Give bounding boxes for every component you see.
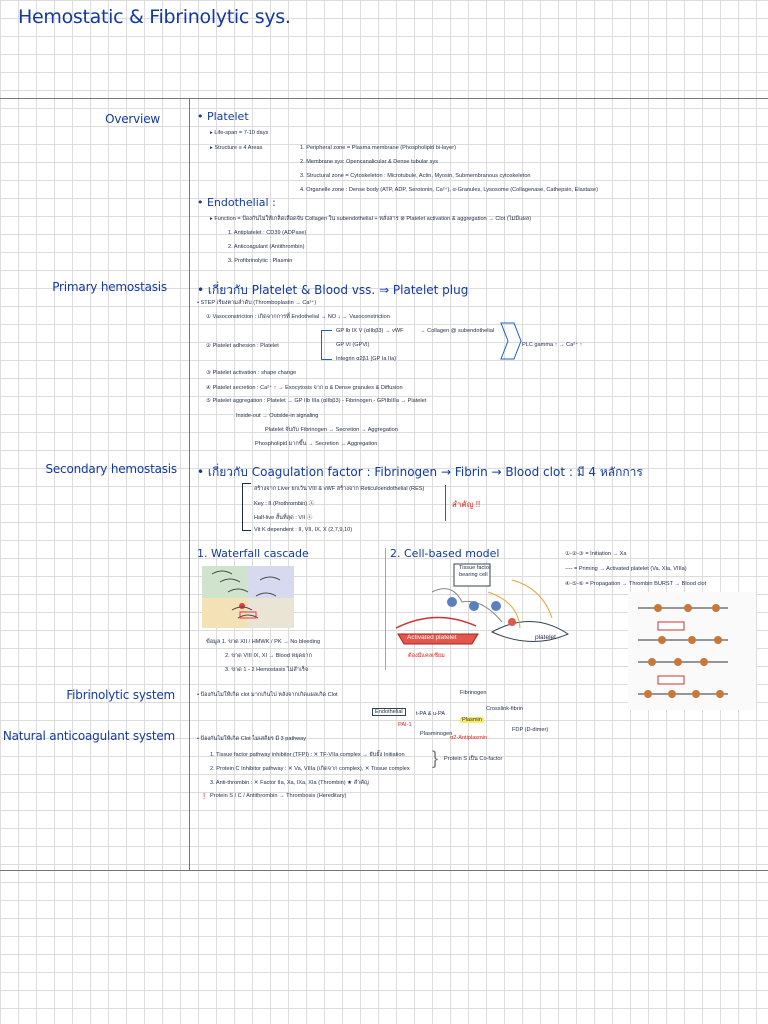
tissue-factor-cell: Tissue factor bearing cell — [459, 565, 491, 578]
section-overview: Overview — [105, 112, 160, 126]
section-natural: Natural anticoagulant system — [2, 729, 175, 743]
cell-based-diagram — [395, 563, 570, 645]
natural-item-1: 1. Tissue factor pathway inhibitor (TFPI… — [210, 752, 405, 758]
chevron-arrow-icon — [500, 322, 522, 360]
waterfall-note-3: 3. ขาด 1 - 2 Hemostasis ไม่สำเร็จ — [225, 667, 309, 673]
platelet-heading: • Platelet — [197, 110, 249, 123]
footer-divider — [0, 870, 768, 871]
coagulation-figure — [628, 592, 756, 710]
plc-gamma: PLC gamma ↑ → Ca²⁺ ↑ — [522, 342, 583, 348]
phospholipid-note: Phospholipid มากขึ้น → Secretion → Aggre… — [255, 441, 378, 447]
natural-item-3: 3. Anti-thrombin : ✕ Factor IIa, Xa, IXa… — [210, 780, 369, 786]
fib-tpa: t-PA & u-PA — [416, 711, 446, 717]
fib-pai: PAI-1 — [398, 722, 412, 728]
platelet-lifespan: ▸ Life-span = 7-10 days — [210, 130, 269, 136]
fib-fibrinogen: Fibrinogen — [460, 690, 487, 696]
platelet-fibrinogen: Platelet จับกับ Fibrinogen → Secretion →… — [265, 427, 398, 433]
adhesion-bracket — [321, 330, 332, 360]
natural-line: • ป้องกันไม่ให้เกิด Clot ไม่เสถียร มี 3 … — [197, 736, 307, 742]
section-primary: Primary hemostasis — [52, 280, 167, 294]
secondary-item-2: Key : II (Prothrombin) ⓢ — [254, 501, 315, 507]
waterfall-note-2: 2. ขาด VIII IX, XI → Blood หยุดยาก — [225, 653, 312, 659]
endo-item-3: 3. Profibrinolytic : Plasmin — [228, 258, 293, 264]
primary-step-3: ③ Platelet activation : shape change — [206, 370, 297, 376]
waterfall-note-1: ข้อมูล 1. ขาด XII / HMWK / PK → No bleed… — [206, 639, 321, 645]
section-secondary: Secondary hemostasis — [45, 462, 177, 476]
red-bracket — [445, 485, 446, 521]
cb-red-note: ต้องมีแคลเซียม — [408, 653, 445, 659]
adhesion-branch-3: Integrin α2β1 (GP Ia IIa) — [336, 356, 397, 362]
cellbased-heading: 2. Cell-based model — [390, 547, 500, 560]
model-divider — [385, 548, 386, 670]
secondary-bracket — [242, 483, 251, 531]
fib-plasmin: Plasmin — [460, 717, 484, 723]
inside-out-signaling: Inside-out → Outside-in signaling — [236, 413, 319, 419]
adhesion-branch-1: GP Ib IX V (αIIbβ3) → vWF — [336, 328, 404, 334]
area-4: 4. Organelle zone : Dense body (ATP, ADP… — [300, 187, 598, 193]
area-2: 2. Membrane sys: Opencanalicular & Dense… — [300, 159, 439, 165]
primary-step-4: ④ Platelet secretion : Ca²⁺ ↑ → Exocytos… — [206, 385, 403, 391]
brace-icon: } — [432, 748, 439, 768]
natural-item-2: 2. Protein C Inhibitor pathway : ✕ Va, V… — [210, 766, 410, 772]
page-title: Hemostatic & Fibrinolytic sys. — [18, 6, 291, 28]
fibrinolytic-line: • ป้องกันไม่ให้เกิด clot มากเกินไป หลังจ… — [197, 692, 338, 698]
warning-icon: ! — [203, 792, 206, 801]
endo-item-1: 1. Antiplatelet : CD39 (ADPase) — [228, 230, 307, 236]
activated-platelet-label: Activated platelet — [407, 634, 457, 641]
natural-item-4: Protein S / C / Antithrombin → Thrombosi… — [210, 793, 347, 799]
primary-line-1: • เกี่ยวกับ Platelet & Blood vss. ⇒ Plat… — [197, 283, 469, 297]
waterfall-cascade-diagram — [202, 566, 294, 628]
platelet-label: platelet — [535, 634, 556, 641]
adhesion-branch-2: GP VI (GPVI) — [336, 342, 370, 348]
fib-antiplasmin: α2-Antiplasmin — [450, 735, 488, 741]
endo-item-2: 2. Anticoagulant (Antithrombin) — [228, 244, 305, 250]
secondary-item-1: สร้างจาก Liver ยกเว้น VIII & vWF สร้างจา… — [254, 486, 425, 492]
endothelial-function: ▸ Function = ป้องกันไม่ให้เกล็ดเลือดจับ … — [210, 216, 532, 222]
fib-fdp: FDP (D-dimer) — [512, 727, 549, 733]
primary-line-2: • STEP เรียงตามลำดับ (Thromboplastin → C… — [197, 300, 317, 306]
fib-crosslink: Crosslink-fibrin — [486, 706, 523, 712]
primary-step-2: ② Platelet adhesion : Platelet — [206, 343, 279, 349]
important-note: สำคัญ !! — [452, 500, 481, 509]
legend-priming: ---- = Priming → Activated platelet (Va,… — [565, 566, 687, 572]
header-divider — [0, 98, 768, 99]
platelet-structure: ▸ Structure ≡ 4 Areas — [210, 145, 263, 151]
legend-propagation: ④-⑤-⑥ = Propagation → Thrombin BURST → B… — [565, 581, 707, 587]
fib-plasminogen: Plasminogen — [420, 731, 453, 737]
primary-step-1: ① Vasoconstriction : เกิดจากการที่ Endot… — [206, 314, 390, 320]
section-fibrinolytic: Fibrinolytic system — [66, 688, 175, 702]
column-divider — [189, 98, 190, 870]
secondary-line-1: • เกี่ยวกับ Coagulation factor : Fibrino… — [197, 465, 643, 479]
area-1: 1. Peripheral zone = Plasma membrane (Ph… — [300, 145, 456, 151]
endothelial-heading: • Endothelial : — [197, 196, 276, 209]
area-3: 3. Structural zone = Cytoskeleton : Micr… — [300, 173, 531, 179]
primary-step-5: ⑤ Platelet aggregation : Platelet → GP I… — [206, 398, 427, 404]
adhesion-collagen: → Collagen @ subendothelial — [420, 328, 495, 334]
legend-initiation: ①-②-③ = Initiation → Xa — [565, 551, 627, 557]
fib-endothelial: Endothelial — [372, 708, 406, 716]
secondary-item-4: Vit K dependent : II, VII, IX, X (2,7,9,… — [254, 527, 353, 533]
waterfall-heading: 1. Waterfall cascade — [197, 547, 309, 560]
cofactor-note: Protein S เป็น Co-factor — [444, 756, 503, 762]
secondary-item-3: Half-live สั้นที่สุด : VII ⓢ — [254, 515, 313, 521]
